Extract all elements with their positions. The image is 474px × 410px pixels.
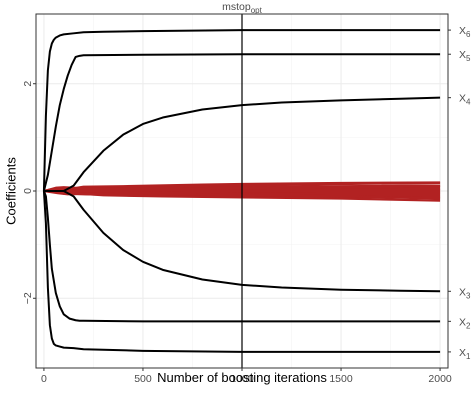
ticks-layer: 0 500 1000 1500 2000 −2 0 2 (22, 81, 452, 385)
series-label-sub: 4 (466, 98, 471, 107)
series-line-x5 (42, 53, 441, 192)
series-line-x3 (43, 190, 441, 293)
series-line-x17 (43, 189, 441, 200)
series-label-x4: X4 (459, 93, 471, 107)
series-line-x2 (42, 190, 441, 323)
x-axis-title: Number of boosting iterations (157, 370, 327, 385)
y-tick-label: 0 (22, 188, 34, 194)
series-label-x2: X2 (459, 316, 471, 330)
mstop-label: mstopopt (222, 1, 262, 15)
x-tick-label: 0 (41, 373, 47, 385)
series-label-main: X (459, 93, 466, 105)
series-line-x6 (42, 29, 441, 192)
highlighted-series-layer (42, 29, 441, 353)
y-tick-label: −2 (22, 292, 34, 304)
series-line-x1 (42, 190, 441, 353)
series-label-x6: X6 (459, 25, 471, 39)
series-label-main: X (459, 25, 466, 37)
mstop-label-sub: opt (251, 6, 263, 15)
x-tick-label: 1000 (230, 373, 254, 385)
series-line-x16 (43, 184, 441, 193)
series-label-sub: 2 (466, 321, 471, 330)
series-line-x4 (43, 96, 441, 192)
series-label-sub: 1 (466, 352, 471, 361)
series-label-main: X (459, 347, 466, 359)
series-label-main: X (459, 49, 466, 61)
series-label-x5: X5 (459, 49, 471, 63)
series-line-x19 (43, 189, 441, 193)
y-tick-label: 2 (22, 81, 34, 87)
x-tick-label: 1500 (329, 373, 353, 385)
x-tick-label: 2000 (428, 373, 452, 385)
y-axis-title: Coefficients (4, 157, 19, 225)
x-tick-label: 500 (134, 373, 152, 385)
mstop-label-main: mstop (222, 1, 251, 13)
series-label-sub: 3 (466, 291, 471, 300)
series-label-sub: 5 (466, 54, 471, 63)
series-label-x1: X1 (459, 347, 471, 361)
series-label-main: X (459, 316, 466, 328)
series-label-main: X (459, 286, 466, 298)
series-label-sub: 6 (466, 30, 471, 39)
series-label-x3: X3 (459, 286, 471, 300)
